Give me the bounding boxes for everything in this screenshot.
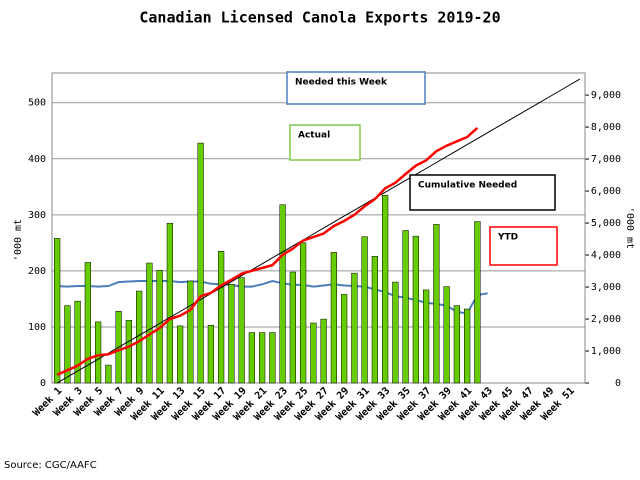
- y2-tick-label: 0: [615, 378, 621, 389]
- bar: [74, 300, 81, 384]
- y2-tick-label: 9,000: [591, 90, 621, 101]
- bar: [443, 286, 450, 384]
- bar: [197, 142, 204, 384]
- line: [56, 78, 581, 384]
- bar: [474, 221, 481, 384]
- bar: [402, 230, 409, 384]
- bar: [289, 271, 296, 384]
- y-axis-label: '000 mt: [13, 219, 24, 261]
- bar: [412, 235, 419, 384]
- bar: [433, 224, 440, 384]
- y2-tick-label: 5,000: [591, 218, 621, 229]
- bar: [392, 281, 399, 384]
- y2-tick-label: 7,000: [591, 154, 621, 165]
- y-tick-label: 300: [28, 210, 46, 221]
- bar: [382, 194, 389, 384]
- y2-tick-label: 8,000: [591, 122, 621, 133]
- bar: [166, 222, 173, 384]
- bar: [320, 318, 327, 384]
- legend-label: Actual: [298, 131, 330, 141]
- legend-label: Cumulative Needed: [418, 181, 517, 191]
- y2-tick-label: 4,000: [591, 250, 621, 261]
- bar: [330, 252, 337, 384]
- y2-tick-label: 3,000: [591, 282, 621, 293]
- legend-box: [286, 71, 426, 105]
- bar: [146, 262, 153, 384]
- bar: [423, 289, 430, 384]
- bar: [125, 319, 132, 384]
- y-tick-label: 0: [40, 378, 46, 389]
- legend-box: [289, 124, 361, 161]
- bar: [207, 325, 214, 384]
- bar: [228, 284, 235, 384]
- bar: [351, 272, 358, 384]
- chart-title: Canadian Licensed Canola Exports 2019-20: [139, 9, 500, 27]
- bar: [248, 332, 255, 384]
- line: [56, 126, 479, 376]
- legend-box: [489, 226, 558, 266]
- bar: [453, 305, 460, 384]
- bar: [259, 332, 266, 384]
- bar: [371, 256, 378, 384]
- bar: [187, 280, 194, 384]
- bar: [238, 277, 245, 384]
- bar: [269, 332, 276, 384]
- y2-tick-label: 1,000: [591, 346, 621, 357]
- legend-box: [409, 174, 556, 211]
- y2-tick-label: 2,000: [591, 314, 621, 325]
- bar: [95, 321, 102, 384]
- bar: [54, 238, 61, 384]
- bar: [279, 204, 286, 384]
- bar: [105, 364, 112, 384]
- y-tick-label: 100: [28, 322, 46, 333]
- legend-label: YTD: [497, 233, 518, 243]
- y-tick-label: 200: [28, 266, 46, 277]
- bar: [177, 325, 184, 384]
- bar: [218, 251, 225, 384]
- bar: [361, 236, 368, 384]
- y2-tick-label: 6,000: [591, 186, 621, 197]
- y2-axis-label: '000 mt: [624, 207, 635, 249]
- y-tick-label: 500: [28, 98, 46, 109]
- bar: [300, 242, 307, 384]
- bar: [464, 308, 471, 384]
- y-tick-label: 400: [28, 154, 46, 165]
- bar: [310, 322, 317, 384]
- bar: [84, 262, 91, 384]
- bar: [64, 305, 71, 384]
- legend-label: Needed this Week: [295, 78, 388, 88]
- source: Source: CGC/AAFC: [4, 460, 97, 471]
- bar: [341, 294, 348, 384]
